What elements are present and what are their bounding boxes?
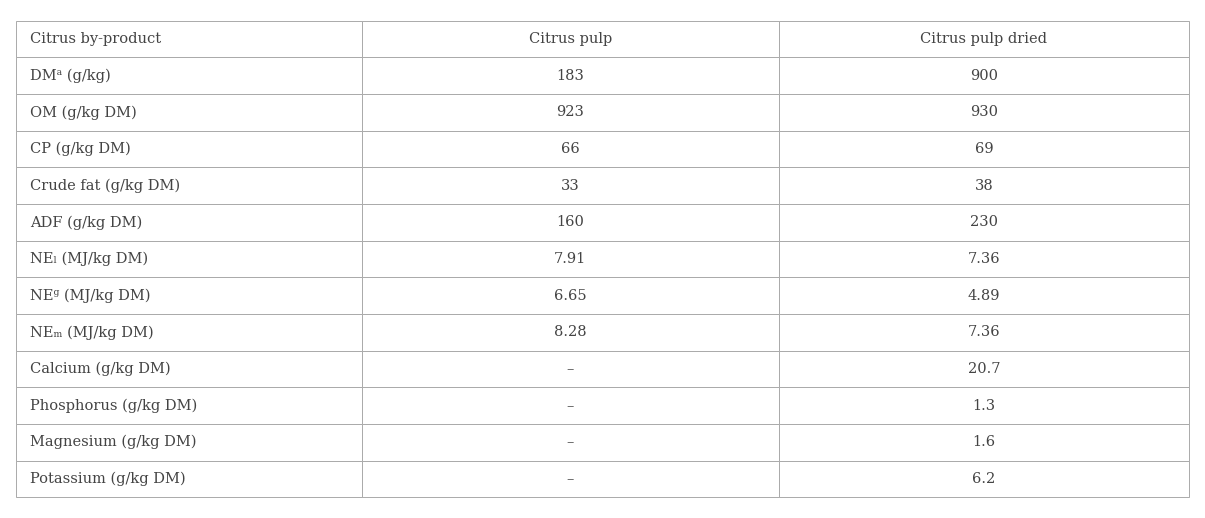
Text: Crude fat (g/kg DM): Crude fat (g/kg DM) xyxy=(30,179,181,193)
Text: CP (g/kg DM): CP (g/kg DM) xyxy=(30,142,131,156)
Bar xyxy=(16,94,362,131)
Text: –: – xyxy=(566,362,574,376)
Bar xyxy=(362,424,778,461)
Bar xyxy=(362,204,778,241)
Text: 923: 923 xyxy=(557,105,584,119)
Bar xyxy=(16,277,362,314)
Text: DMᵃ (g/kg): DMᵃ (g/kg) xyxy=(30,68,111,83)
Bar xyxy=(16,387,362,424)
Bar xyxy=(362,94,778,131)
Bar xyxy=(778,461,1189,497)
Text: –: – xyxy=(566,472,574,486)
Text: Citrus pulp: Citrus pulp xyxy=(529,32,612,46)
Text: OM (g/kg DM): OM (g/kg DM) xyxy=(30,105,137,120)
Text: 8.28: 8.28 xyxy=(554,325,587,339)
Text: 33: 33 xyxy=(560,179,580,193)
Bar xyxy=(362,351,778,387)
Bar xyxy=(778,94,1189,131)
Bar xyxy=(362,387,778,424)
Text: 230: 230 xyxy=(970,215,998,229)
Text: –: – xyxy=(566,399,574,413)
Bar xyxy=(362,167,778,204)
Bar xyxy=(362,131,778,167)
Text: –: – xyxy=(566,435,574,449)
Bar xyxy=(362,241,778,277)
Text: 7.36: 7.36 xyxy=(968,325,1000,339)
Text: Magnesium (g/kg DM): Magnesium (g/kg DM) xyxy=(30,435,196,450)
Bar xyxy=(778,57,1189,94)
Text: Citrus pulp dried: Citrus pulp dried xyxy=(921,32,1047,46)
Bar xyxy=(16,21,362,57)
Bar xyxy=(778,204,1189,241)
Text: 6.65: 6.65 xyxy=(554,289,587,303)
Bar xyxy=(778,351,1189,387)
Bar xyxy=(362,277,778,314)
Text: 160: 160 xyxy=(557,215,584,229)
Text: 7.91: 7.91 xyxy=(554,252,587,266)
Bar xyxy=(778,241,1189,277)
Bar xyxy=(16,57,362,94)
Bar xyxy=(16,241,362,277)
Bar xyxy=(778,387,1189,424)
Text: 1.3: 1.3 xyxy=(972,399,995,413)
Text: Citrus by-product: Citrus by-product xyxy=(30,32,161,46)
Text: Phosphorus (g/kg DM): Phosphorus (g/kg DM) xyxy=(30,398,198,413)
Text: Calcium (g/kg DM): Calcium (g/kg DM) xyxy=(30,362,171,376)
Text: 6.2: 6.2 xyxy=(972,472,995,486)
Text: NEₘ (MJ/kg DM): NEₘ (MJ/kg DM) xyxy=(30,325,154,339)
Bar xyxy=(16,351,362,387)
Text: 7.36: 7.36 xyxy=(968,252,1000,266)
Bar xyxy=(16,314,362,351)
Bar xyxy=(16,424,362,461)
Text: Potassium (g/kg DM): Potassium (g/kg DM) xyxy=(30,472,186,486)
Text: 1.6: 1.6 xyxy=(972,435,995,449)
Text: 69: 69 xyxy=(975,142,993,156)
Text: 38: 38 xyxy=(975,179,993,193)
Bar xyxy=(16,167,362,204)
Text: 20.7: 20.7 xyxy=(968,362,1000,376)
Bar xyxy=(362,57,778,94)
Text: 4.89: 4.89 xyxy=(968,289,1000,303)
Text: 900: 900 xyxy=(970,69,998,83)
Bar xyxy=(778,277,1189,314)
Bar xyxy=(778,21,1189,57)
Bar xyxy=(362,461,778,497)
Text: 66: 66 xyxy=(560,142,580,156)
Bar xyxy=(362,314,778,351)
Bar xyxy=(362,21,778,57)
Text: 930: 930 xyxy=(970,105,998,119)
Text: NEₗ (MJ/kg DM): NEₗ (MJ/kg DM) xyxy=(30,252,148,266)
Bar xyxy=(778,131,1189,167)
Text: 183: 183 xyxy=(557,69,584,83)
Bar xyxy=(778,424,1189,461)
Bar xyxy=(16,131,362,167)
Bar xyxy=(16,461,362,497)
Bar xyxy=(778,167,1189,204)
Text: ADF (g/kg DM): ADF (g/kg DM) xyxy=(30,215,142,229)
Text: NEᵍ (MJ/kg DM): NEᵍ (MJ/kg DM) xyxy=(30,289,151,303)
Bar xyxy=(778,314,1189,351)
Bar xyxy=(16,204,362,241)
